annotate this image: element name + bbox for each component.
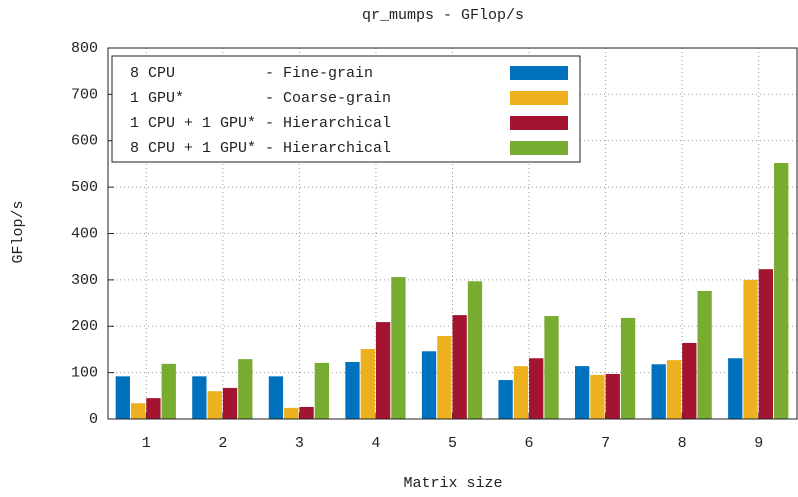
x-tick-label: 6: [525, 435, 534, 452]
chart-title: qr_mumps - GFlop/s: [362, 7, 524, 24]
x-tick-label: 5: [448, 435, 457, 452]
x-tick-label: 8: [678, 435, 687, 452]
bar: [452, 315, 467, 419]
x-axis-label: Matrix size: [403, 475, 502, 492]
bar: [574, 366, 590, 419]
bar: [467, 281, 483, 419]
legend-label: 1 CPU + 1 GPU* - Hierarchical: [130, 115, 391, 132]
legend-box: [111, 55, 581, 163]
legend: 8 CPU - Fine-grain 1 GPU* - Coarse-grain 1…: [111, 55, 581, 163]
bar: [758, 269, 774, 419]
y-tick-label: 600: [71, 133, 98, 150]
y-tick-label: 500: [71, 179, 98, 196]
bar: [207, 391, 222, 419]
bar: [544, 316, 559, 419]
bar: [605, 374, 620, 419]
bar: [161, 363, 176, 419]
bar: [666, 360, 682, 419]
legend-swatch: [510, 91, 568, 105]
bar: [437, 335, 452, 419]
bar: [314, 362, 330, 419]
y-tick-label: 700: [71, 86, 98, 103]
bar: [345, 361, 360, 419]
bar: [620, 317, 636, 419]
y-axis-label: GFlop/s: [10, 200, 27, 263]
bar: [774, 163, 789, 419]
x-tick-label: 3: [295, 435, 304, 452]
legend-swatch: [510, 116, 568, 130]
bar: [682, 342, 697, 419]
bar: [146, 398, 161, 419]
bar: [268, 376, 284, 419]
bar: [743, 279, 758, 419]
bar: [115, 376, 130, 419]
y-tick-label: 800: [71, 40, 98, 57]
bar: [375, 322, 391, 419]
x-tick-label: 9: [754, 435, 763, 452]
bar: [697, 291, 712, 419]
x-tick-label: 1: [142, 435, 151, 452]
legend-label: 1 GPU* - Coarse-grain: [130, 90, 391, 107]
bar: [238, 359, 253, 419]
bar: [391, 277, 406, 419]
y-tick-label: 400: [71, 225, 98, 242]
legend-label: 8 CPU + 1 GPU* - Hierarchical: [130, 140, 391, 157]
bar: [421, 351, 437, 419]
bar: [360, 348, 375, 419]
legend-swatch: [510, 141, 568, 155]
y-tick-label: 0: [89, 411, 98, 428]
legend-label: 8 CPU - Fine-grain: [130, 65, 373, 82]
bar: [192, 376, 207, 419]
bar: [222, 387, 238, 419]
bar: [513, 366, 529, 419]
bar: [529, 358, 544, 419]
plot-frame: [107, 47, 798, 420]
bar: [651, 364, 666, 419]
bar: [728, 358, 743, 419]
x-tick-label: 7: [601, 435, 610, 452]
x-tick-label: 2: [218, 435, 227, 452]
bar: [498, 380, 513, 419]
bar: [590, 374, 605, 419]
bar: [299, 406, 314, 419]
bar: [284, 407, 299, 419]
y-tick-label: 300: [71, 272, 98, 289]
legend-swatch: [510, 66, 568, 80]
y-tick-label: 200: [71, 318, 98, 335]
x-tick-label: 4: [371, 435, 380, 452]
bar: [130, 403, 146, 419]
y-tick-label: 100: [71, 365, 98, 382]
